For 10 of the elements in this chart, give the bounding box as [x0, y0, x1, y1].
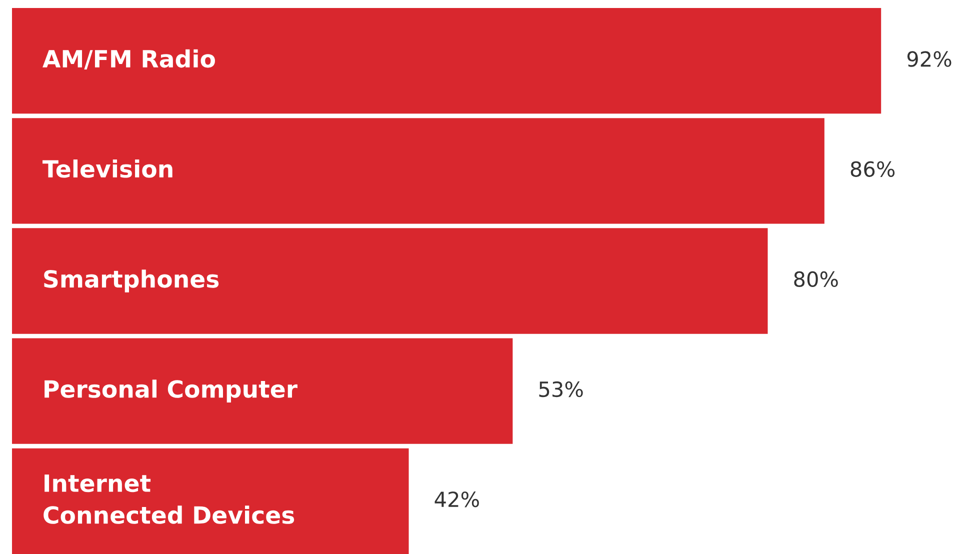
data-label: 86% [850, 161, 895, 177]
data-label: 42% [434, 491, 479, 508]
y-tick-label: Television [42, 159, 172, 178]
y-tick-label: Personal Computer [44, 380, 298, 403]
data-label: 80% [794, 271, 838, 288]
y-tick-label: Internet Connected Devices [44, 474, 294, 524]
y-tick-label: Smartphones [44, 270, 219, 292]
data-label: 92% [907, 51, 952, 67]
data-label: 53% [539, 381, 583, 398]
y-tick-label: AM/FM Radio [42, 49, 215, 70]
